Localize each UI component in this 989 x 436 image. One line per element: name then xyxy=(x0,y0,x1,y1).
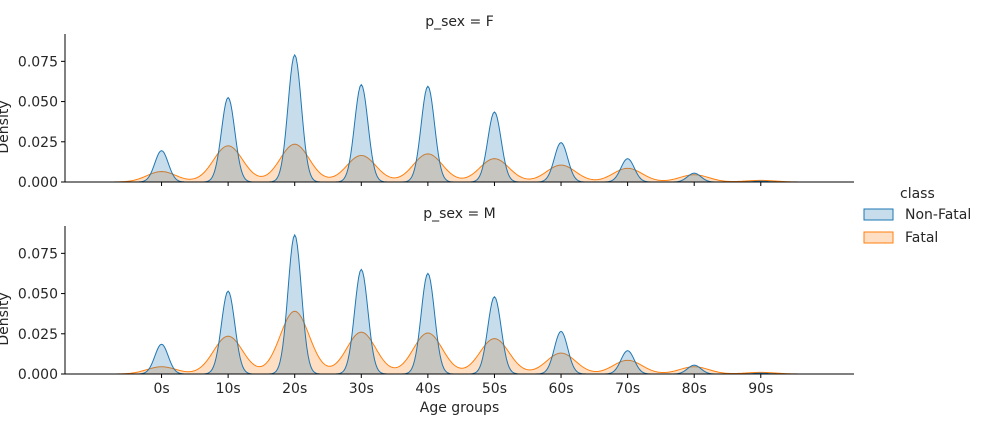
legend-swatch-non-fatal xyxy=(863,208,894,221)
x-tick-label: 80s xyxy=(682,381,707,397)
x-tick-label: 60s xyxy=(548,381,573,397)
density-line-fatal xyxy=(94,310,828,375)
density-area-fatal xyxy=(94,144,828,182)
x-tick-label: 90s xyxy=(748,381,773,397)
y-tick-label: 0.050 xyxy=(18,287,58,303)
x-tick-label: 40s xyxy=(415,381,440,397)
density-area-non-fatal xyxy=(94,234,828,374)
x-tick-label: 20s xyxy=(282,381,307,397)
y-tick-label: 0.000 xyxy=(18,175,58,191)
facet-title: p_sex = M xyxy=(423,206,496,222)
x-tick-label: 70s xyxy=(615,381,640,397)
density-area-non-fatal xyxy=(94,54,828,182)
y-tick-label: 0.025 xyxy=(18,135,58,151)
density-area-fatal xyxy=(94,311,828,374)
y-tick-label: 0.025 xyxy=(18,327,58,343)
legend-label-non-fatal: Non-Fatal xyxy=(905,207,971,223)
legend-title: class xyxy=(900,186,935,202)
x-tick-label: 10s xyxy=(216,381,241,397)
y-axis-label: Density xyxy=(0,292,12,345)
density-line-non-fatal xyxy=(94,233,828,375)
y-tick-label: 0.000 xyxy=(18,367,58,383)
legend-label-fatal: Fatal xyxy=(905,230,938,246)
x-tick-label: 50s xyxy=(482,381,507,397)
y-axis-label: Density xyxy=(0,100,12,153)
x-tick-label: 30s xyxy=(349,381,374,397)
legend-swatch-fatal xyxy=(863,231,894,244)
facet-title: p_sex = F xyxy=(425,14,494,30)
x-axis-label: Age groups xyxy=(420,400,499,416)
density-line-fatal xyxy=(94,143,828,183)
density-line-non-fatal xyxy=(94,53,828,183)
y-tick-label: 0.075 xyxy=(18,246,58,262)
x-tick-label: 0s xyxy=(153,381,169,397)
y-tick-label: 0.075 xyxy=(18,54,58,70)
y-tick-label: 0.050 xyxy=(18,95,58,111)
